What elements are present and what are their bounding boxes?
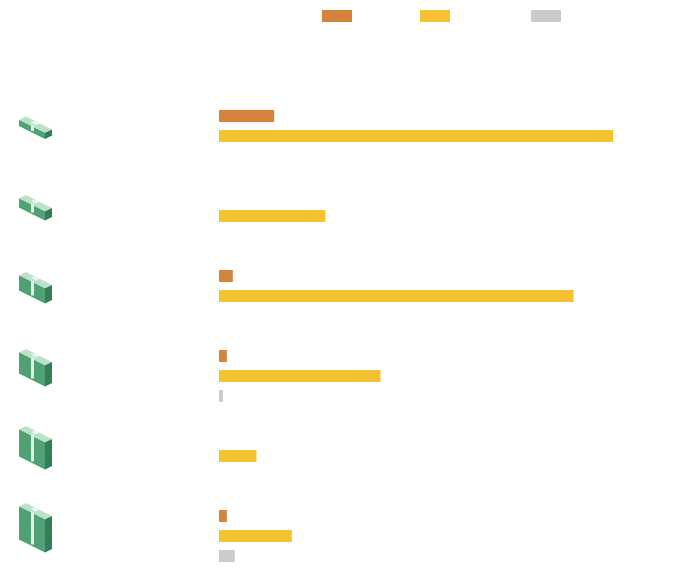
- bar-cat5-series2: [219, 450, 257, 462]
- money-stack-icon-level-6: [19, 503, 52, 553]
- legend-swatch-1: [322, 10, 352, 22]
- bar-cat1-series1: [219, 110, 275, 122]
- money-stack-icon-level-5: [19, 426, 52, 470]
- legend-swatch-2: [420, 10, 450, 22]
- legend: [322, 10, 561, 22]
- legend-swatch-3: [531, 10, 561, 22]
- money-stack-icon-level-4: [19, 349, 52, 387]
- money-stack-icon-level-1: [19, 116, 52, 139]
- money-stack-icon-level-2: [19, 195, 52, 221]
- category-icons: [19, 116, 52, 553]
- bar-cat4-series1: [219, 350, 227, 362]
- bar-cat2-series2: [219, 210, 326, 222]
- bar-cat4-series2: [219, 370, 381, 382]
- bar-cat6-series1: [219, 510, 227, 522]
- bar-cat6-series3: [219, 550, 235, 562]
- bar-cat1-series2: [219, 130, 613, 142]
- money-stack-icon-level-3: [19, 272, 52, 304]
- bar-cat6-series2: [219, 530, 292, 542]
- bars: [219, 110, 613, 562]
- bar-cat3-series2: [219, 290, 574, 302]
- bar-cat3-series1: [219, 270, 233, 282]
- bar-cat4-series3: [219, 390, 223, 402]
